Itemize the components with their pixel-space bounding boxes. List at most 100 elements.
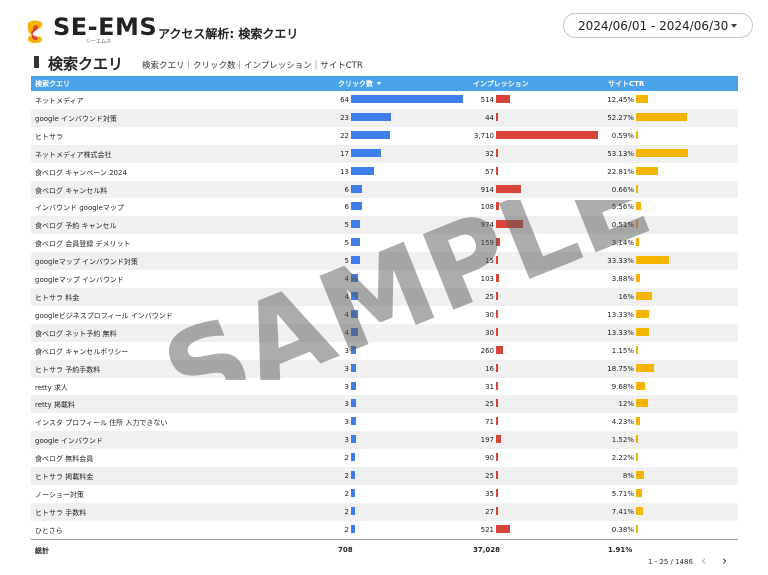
table-row[interactable]: 食べログ キャンセルポリシー 3 260 1.15% <box>31 342 738 360</box>
impressions-cell: 3,710 <box>473 131 494 140</box>
ctr-bar <box>636 506 644 515</box>
table-row[interactable]: ヒトサラ 料金 4 25 16% <box>31 287 738 306</box>
table-row[interactable]: 食べログ キャンペーン 2024 13 57 22.81% <box>31 163 738 181</box>
impressions-bar <box>496 238 501 247</box>
impressions-cell: 521 <box>480 525 494 534</box>
table-row[interactable]: 食べログ 無料会員 2 90 2.22% <box>31 449 738 467</box>
query-cell: googleマップ インバウンド <box>35 276 124 285</box>
clicks-cell: 5 <box>344 257 349 266</box>
impressions-bar <box>496 363 498 372</box>
clicks-bar <box>351 112 392 121</box>
query-cell: ひとさら <box>35 526 63 535</box>
ctr-bar <box>636 256 669 265</box>
impressions-bar <box>496 256 498 265</box>
clicks-cell: 2 <box>344 507 349 516</box>
column-header-query[interactable]: 検索クエリ <box>35 80 70 88</box>
sort-desc-icon <box>377 82 381 85</box>
table-row[interactable]: 食べログ 会員登録 デメリット 5 159 3.14% <box>31 234 738 252</box>
ctr-cell: 53.13% <box>607 149 634 158</box>
clicks-bar <box>351 95 463 103</box>
clicks-bar <box>351 488 355 497</box>
ctr-cell: 4.23% <box>611 418 634 427</box>
ctr-bar <box>636 363 655 372</box>
clicks-cell: 3 <box>344 436 349 445</box>
ctr-cell: 8% <box>622 472 634 481</box>
ctr-cell: 9.68% <box>611 382 634 391</box>
table-row[interactable]: google インバウンド対策 23 44 52.27% <box>31 108 738 127</box>
impressions-cell: 159 <box>480 239 494 248</box>
table-row[interactable]: googleビジネスプロフィール インバウンド 4 30 13.33% <box>31 306 738 324</box>
impressions-cell: 103 <box>480 275 494 284</box>
query-cell: ヒトサラ 掲載料金 <box>35 473 94 482</box>
table-row[interactable]: インスタ プロフィール 住所 入力できない 3 71 4.23% <box>31 413 738 431</box>
impressions-bar <box>496 524 511 533</box>
section-subtitle: 検索クエリ｜クリック数｜インプレッション｜サイトCTR <box>142 61 363 71</box>
ctr-bar <box>636 166 659 175</box>
table-row[interactable]: 食べログ 予約 キャンセル 5 974 0.51% <box>31 216 738 235</box>
table-row[interactable]: googleマップ インバウンド対策 5 15 33.33% <box>31 252 738 271</box>
clicks-cell: 3 <box>344 364 349 373</box>
brand-subtitle: シーエムス <box>86 39 112 45</box>
clicks-cell: 4 <box>344 328 349 337</box>
impressions-cell: 108 <box>480 203 494 212</box>
ctr-bar <box>636 130 638 139</box>
ctr-cell: 12% <box>618 400 634 409</box>
column-header-impressions[interactable]: インプレッション <box>473 80 529 88</box>
date-range-picker[interactable]: 2024/06/01 - 2024/06/30 <box>563 13 753 38</box>
table-row[interactable]: 食べログ ネット予約 無料 4 30 13.33% <box>31 323 738 342</box>
impressions-bar <box>496 471 498 480</box>
ctr-cell: 13.33% <box>607 328 634 337</box>
column-header-clicks[interactable]: クリック数 <box>338 79 381 89</box>
table-row[interactable]: ヒトサラ 22 3,710 0.59% <box>31 127 738 145</box>
column-header-ctr[interactable]: サイトCTR <box>608 80 645 88</box>
clicks-cell: 22 <box>340 131 349 140</box>
table-header: 検索クエリ クリック数 インプレッション サイトCTR <box>31 76 738 91</box>
table-row[interactable]: retty 求人 3 31 9.68% <box>31 378 738 396</box>
clicks-bar <box>351 148 381 157</box>
ctr-bar <box>636 202 642 211</box>
chevron-left-icon[interactable]: ‹ <box>701 554 707 569</box>
impressions-bar <box>496 381 498 390</box>
table-row[interactable]: ヒトサラ 掲載料金 2 25 8% <box>31 467 738 485</box>
table-row[interactable]: ノーショー対策 2 35 5.71% <box>31 485 738 503</box>
app-header: SE-EMS シーエムス アクセス解析: 検索クエリ 2024/06/01 - … <box>0 0 768 50</box>
ctr-bar <box>636 381 646 390</box>
ctr-bar <box>636 488 642 497</box>
ctr-cell: 3.88% <box>611 275 634 284</box>
ctr-bar <box>636 184 638 193</box>
ctr-bar <box>636 453 639 462</box>
table-totals-row: 総計 708 37,028 1.91% <box>31 538 738 559</box>
clicks-cell: 6 <box>344 203 349 212</box>
impressions-cell: 32 <box>485 149 494 158</box>
table-row[interactable]: google インバウンド 3 197 1.52% <box>31 431 738 450</box>
clicks-bar <box>351 381 357 390</box>
impressions-cell: 27 <box>485 507 494 516</box>
ctr-cell: 16% <box>618 292 634 301</box>
clicks-bar <box>351 130 390 139</box>
table-row[interactable]: ネットメディア 64 514 12.45% <box>31 91 738 109</box>
chevron-right-icon[interactable]: › <box>722 554 728 569</box>
clicks-bar <box>351 363 357 372</box>
table-row[interactable]: googleマップ インバウンド 4 103 3.88% <box>31 270 738 288</box>
impressions-cell: 90 <box>485 454 494 463</box>
page-heading: アクセス解析: 検索クエリ <box>158 27 299 41</box>
query-cell: google インバウンド <box>35 437 103 446</box>
table-row[interactable]: ヒトサラ 予約手数料 3 16 18.75% <box>31 359 738 378</box>
table-row[interactable]: ひとさら 2 521 0.38% <box>31 521 738 539</box>
column-header-clicks-label: クリック数 <box>338 80 373 88</box>
impressions-cell: 30 <box>485 328 494 337</box>
ctr-cell: 5.56% <box>611 203 634 212</box>
clicks-bar <box>351 435 357 444</box>
clicks-bar <box>351 291 358 300</box>
table-row[interactable]: ヒトサラ 手数料 2 27 7.41% <box>31 502 738 521</box>
pagination-text: 1 - 25 / 1486 <box>648 558 693 566</box>
table-row[interactable]: インバウンド googleマップ 6 108 5.56% <box>31 198 738 216</box>
clicks-cell: 4 <box>344 310 349 319</box>
ctr-cell: 3.14% <box>611 239 634 248</box>
table-row[interactable]: retty 掲載料 3 25 12% <box>31 395 738 414</box>
table-row[interactable]: ネットメディア株式会社 17 32 53.13% <box>31 144 738 163</box>
query-cell: 食べログ 会員登録 デメリット <box>35 240 131 249</box>
impressions-bar <box>496 327 498 336</box>
table-row[interactable]: 食べログ キャンセル料 6 914 0.66% <box>31 180 738 199</box>
clicks-bar <box>351 399 357 408</box>
